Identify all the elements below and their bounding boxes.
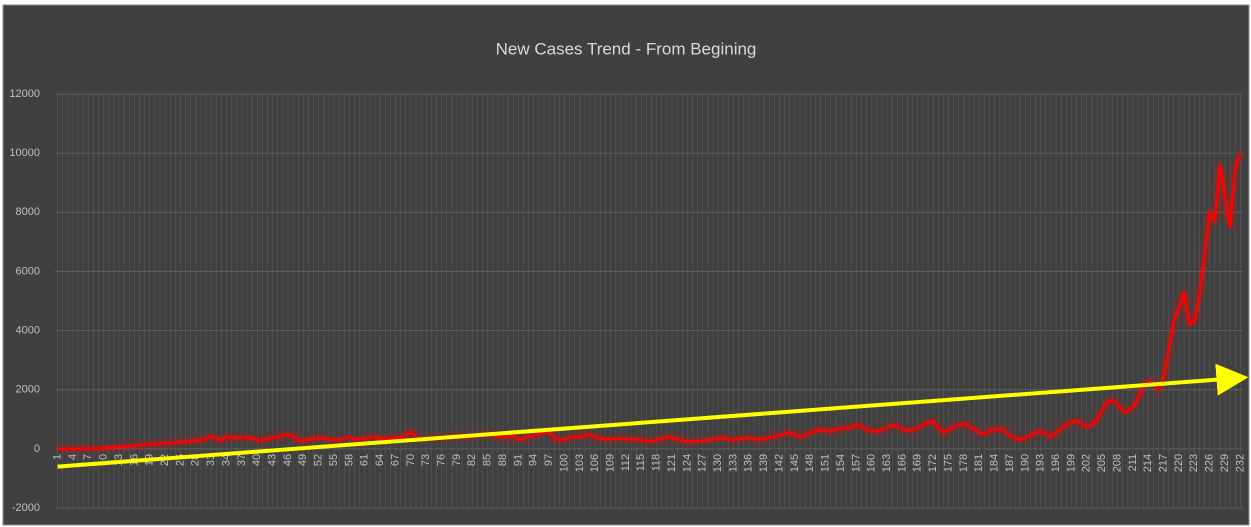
y-tick-label: 0 [34, 443, 40, 455]
x-tick-label: 118 [651, 454, 663, 472]
y-tick-label: 8000 [16, 206, 40, 218]
x-tick-label: 205 [1096, 454, 1108, 472]
x-tick-label: 97 [543, 454, 555, 466]
x-tick-label: 4 [67, 454, 79, 460]
x-tick-label: 139 [758, 454, 770, 472]
x-tick-label: 181 [973, 454, 985, 472]
x-tick-label: 145 [789, 454, 801, 472]
x-tick-label: 7 [82, 454, 94, 460]
x-tick-label: 169 [912, 454, 924, 472]
x-tick-label: 214 [1142, 454, 1154, 472]
x-tick-label: 202 [1081, 454, 1093, 472]
x-tick-label: 43 [267, 454, 279, 466]
x-tick-label: 172 [927, 454, 939, 472]
x-tick-label: 211 [1127, 454, 1139, 472]
x-tick-label: 160 [866, 454, 878, 472]
x-tick-label: 100 [558, 454, 570, 472]
x-tick-label: 79 [451, 454, 463, 466]
x-tick-label: 88 [497, 454, 509, 466]
x-tick-label: 73 [420, 454, 432, 466]
x-tick-label: 67 [389, 454, 401, 466]
y-tick-label: 6000 [16, 265, 40, 277]
x-tick-label: 37 [236, 454, 248, 466]
x-tick-label: 70 [405, 454, 417, 466]
x-tick-label: 136 [743, 454, 755, 472]
x-tick-label: 220 [1173, 454, 1185, 472]
x-tick-label: 175 [942, 454, 954, 472]
x-tick-label: 223 [1188, 454, 1200, 472]
x-tick-label: 196 [1050, 454, 1062, 472]
x-tick-label: 166 [896, 454, 908, 472]
x-tick-label: 190 [1019, 454, 1031, 472]
x-tick-label: 49 [297, 454, 309, 466]
x-tick-label: 46 [282, 454, 294, 466]
x-tick-label: 184 [989, 454, 1001, 472]
data-line [57, 152, 1242, 451]
x-tick-label: 178 [958, 454, 970, 472]
x-tick-label: 103 [574, 454, 586, 472]
x-tick-label: 226 [1204, 454, 1216, 472]
x-tick-label: 40 [251, 454, 263, 466]
y-tick-label: 10000 [9, 147, 40, 159]
x-tick-label: 94 [528, 454, 540, 466]
x-tick-label: 151 [820, 454, 832, 472]
x-tick-label: 124 [681, 454, 693, 472]
x-tick-label: 91 [512, 454, 524, 466]
x-tick-label: 109 [605, 454, 617, 472]
x-tick-label: 208 [1111, 454, 1123, 472]
x-tick-label: 61 [359, 454, 371, 466]
x-tick-label: 148 [804, 454, 816, 472]
y-tick-label: 2000 [16, 384, 40, 396]
x-tick-label: 199 [1065, 454, 1077, 472]
x-tick-label: 55 [328, 454, 340, 466]
x-tick-label: 76 [436, 454, 448, 466]
x-tick-label: 112 [620, 454, 632, 472]
x-tick-label: 193 [1035, 454, 1047, 472]
x-tick-label: 64 [374, 454, 386, 466]
x-tick-label: 82 [466, 454, 478, 466]
chart-title: New Cases Trend - From Begining [496, 39, 757, 58]
x-tick-label: 130 [712, 454, 724, 472]
x-tick-label: 1 [51, 454, 63, 460]
x-tick-label: 52 [313, 454, 325, 466]
x-tick-label: 85 [482, 454, 494, 466]
x-tick-label: 157 [850, 454, 862, 472]
x-tick-label: 163 [881, 454, 893, 472]
x-tick-label: 34 [220, 454, 232, 466]
x-tick-label: 133 [727, 454, 739, 472]
x-tick-label: 229 [1219, 454, 1231, 472]
y-tick-label: 12000 [9, 88, 40, 100]
x-tick-label: 187 [1004, 454, 1016, 472]
y-tick-label: 4000 [16, 324, 40, 336]
y-tick-label: -2000 [12, 502, 40, 514]
x-tick-label: 115 [635, 454, 647, 472]
x-tick-label: 142 [773, 454, 785, 472]
x-tick-label: 217 [1158, 454, 1170, 472]
x-tick-label: 58 [343, 454, 355, 466]
x-tick-label: 232 [1234, 454, 1246, 472]
x-tick-label: 154 [835, 454, 847, 472]
x-tick-label: 106 [589, 454, 601, 472]
x-tick-label: 121 [666, 454, 678, 472]
x-tick-label: 127 [697, 454, 709, 472]
trend-line [57, 363, 1249, 469]
